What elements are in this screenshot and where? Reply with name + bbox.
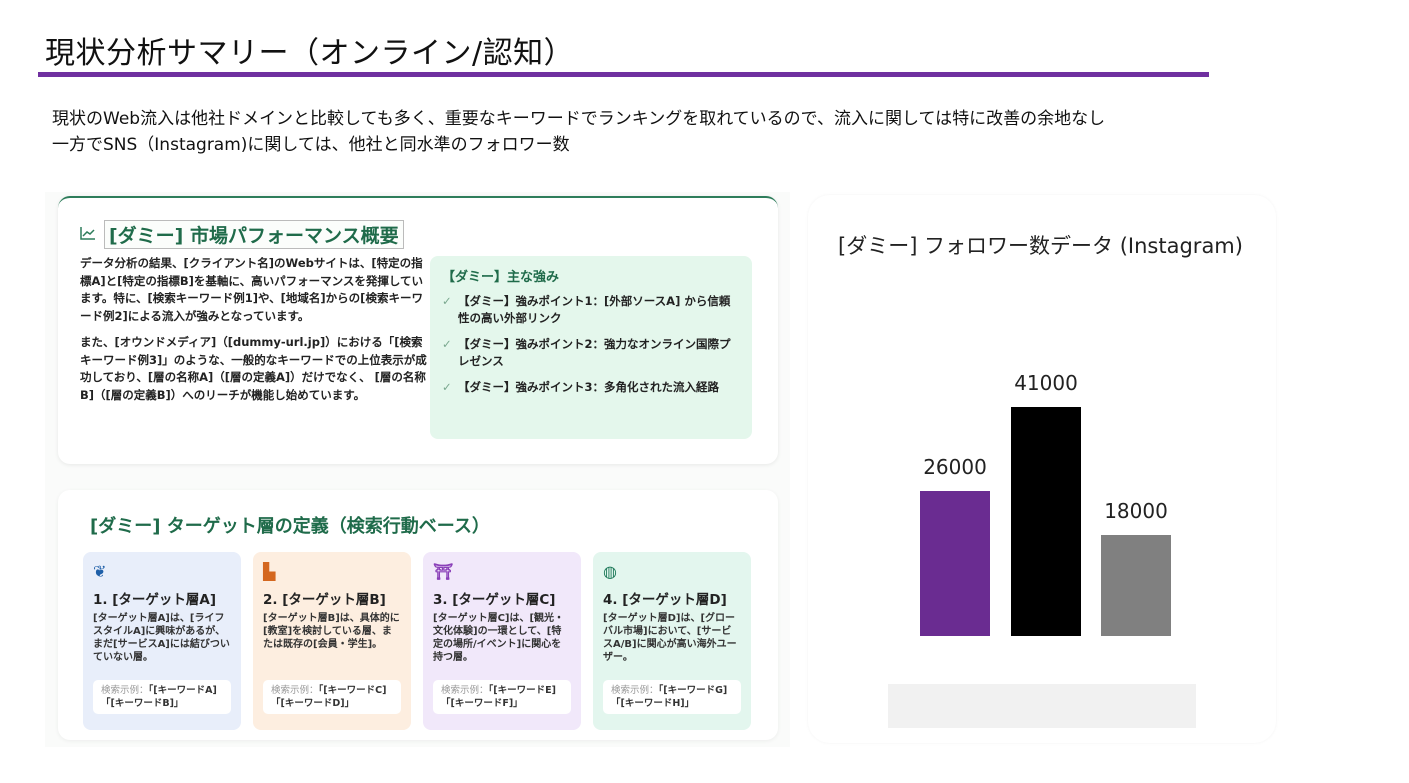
check-icon: ✓ bbox=[442, 294, 452, 308]
check-icon: ✓ bbox=[442, 337, 452, 351]
summary-line-1: 現状のWeb流入は他社ドメインと比較しても多く、重要なキーワードでランキングを取… bbox=[52, 109, 1106, 129]
bar-chart: 26000 41000 18000 bbox=[880, 360, 1210, 636]
performance-paragraph-1: データ分析の結果、[クライアント名]のWebサイトは、[特定の指標A]と[特定の… bbox=[80, 256, 424, 323]
target-card-title: [ダミー] ターゲット層の定義（検索行動ベース） bbox=[90, 516, 490, 537]
strengths-box: 【ダミー】主な強み ✓ 【ダミー】強みポイント1：[外部ソースA] から信頼性の… bbox=[430, 256, 752, 439]
strengths-title: 【ダミー】主な強み bbox=[442, 270, 560, 285]
legend-placeholder bbox=[888, 684, 1196, 728]
target-name: 3. [ターゲット層C] bbox=[433, 592, 556, 608]
target-name: 2. [ターゲット層B] bbox=[263, 592, 386, 608]
target-desc: [ターゲット層C]は、[観光・文化体験]の一環として、[特定の場所/イベント]に… bbox=[433, 613, 565, 663]
target-desc: [ターゲット層D]は、[グローバル市場]において、[サービスA/B]に関心が高い… bbox=[603, 613, 737, 663]
target-card: [ダミー] ターゲット層の定義（検索行動ベース） ❦ 1. [ターゲット層A] … bbox=[58, 490, 778, 740]
target-list: ❦ 1. [ターゲット層A] [ターゲット層A]は、[ライフスタイルA]に興味が… bbox=[83, 552, 751, 730]
performance-card-body: データ分析の結果、[クライアント名]のWebサイトは、[特定の指標A]と[特定の… bbox=[80, 255, 430, 413]
summary-line-2: 一方でSNS（Instagram)に関しては、他社と同水準のフォロワー数 bbox=[52, 135, 570, 155]
target-examples: 検索示例：「[キーワードC]「[キーワードD]」 bbox=[263, 680, 401, 714]
target-card-b: ▙ 2. [ターゲット層B] [ターゲット層B]は、具体的に[教室]を検討してい… bbox=[253, 552, 411, 730]
sprout-icon: ❦ bbox=[93, 562, 107, 581]
target-examples: 検索示例：「[キーワードA]「[キーワードB]」 bbox=[93, 680, 231, 714]
target-examples: 検索示例：「[キーワードE]「[キーワードF]」 bbox=[433, 680, 571, 714]
chart-title: [ダミー] フォロワー数データ (Instagram) bbox=[838, 234, 1243, 258]
performance-card: [ダミー] 市場パフォーマンス概要 データ分析の結果、[クライアント名]のWeb… bbox=[58, 196, 778, 464]
performance-paragraph-2: また、[オウンドメディア]（[dummy-url.jp]）における「[検索キーワ… bbox=[80, 335, 427, 402]
summary-text: 現状のWeb流入は他社ドメインと比較しても多く、重要なキーワードでランキングを取… bbox=[52, 106, 1105, 158]
target-examples: 検索示例：「[キーワードG]「[キーワードH]」 bbox=[603, 680, 741, 714]
globe-icon: ◍ bbox=[603, 562, 617, 581]
target-name: 4. [ターゲット層D] bbox=[603, 592, 727, 608]
school-icon: ▙ bbox=[263, 562, 276, 581]
bar-value-label: 26000 bbox=[923, 455, 987, 479]
check-icon: ✓ bbox=[442, 380, 452, 394]
target-desc: [ターゲット層B]は、具体的に[教室]を検討している層、または既存の[会員・学生… bbox=[263, 613, 400, 650]
strength-item: ✓ 【ダミー】強みポイント2：強力なオンライン国際プレゼンス bbox=[442, 337, 731, 368]
chart-line-icon bbox=[80, 226, 98, 244]
torii-icon: ⛩ bbox=[433, 562, 454, 581]
bar bbox=[1101, 535, 1171, 636]
target-desc: [ターゲット層A]は、[ライフスタイルA]に興味があるが、まだ[サービスA]には… bbox=[93, 613, 230, 663]
target-card-a: ❦ 1. [ターゲット層A] [ターゲット層A]は、[ライフスタイルA]に興味が… bbox=[83, 552, 241, 730]
target-card-d: ◍ 4. [ターゲット層D] [ターゲット層D]は、[グローバル市場]において、… bbox=[593, 552, 751, 730]
bar-value-label: 18000 bbox=[1104, 499, 1168, 523]
strength-item: ✓ 【ダミー】強みポイント3：多角化された流入経路 bbox=[442, 380, 719, 394]
target-card-c: ⛩ 3. [ターゲット層C] [ターゲット層C]は、[観光・文化体験]の一環とし… bbox=[423, 552, 581, 730]
bar bbox=[1011, 407, 1081, 636]
bar bbox=[920, 491, 990, 636]
slide-title: 現状分析サマリー（オンライン/認知） bbox=[45, 36, 575, 71]
title-rule bbox=[38, 72, 1209, 77]
performance-card-title: [ダミー] 市場パフォーマンス概要 bbox=[104, 220, 404, 249]
target-name: 1. [ターゲット層A] bbox=[93, 592, 217, 608]
strength-item: ✓ 【ダミー】強みポイント1：[外部ソースA] から信頼性の高い外部リンク bbox=[442, 294, 731, 325]
bar-value-label: 41000 bbox=[1014, 371, 1078, 395]
